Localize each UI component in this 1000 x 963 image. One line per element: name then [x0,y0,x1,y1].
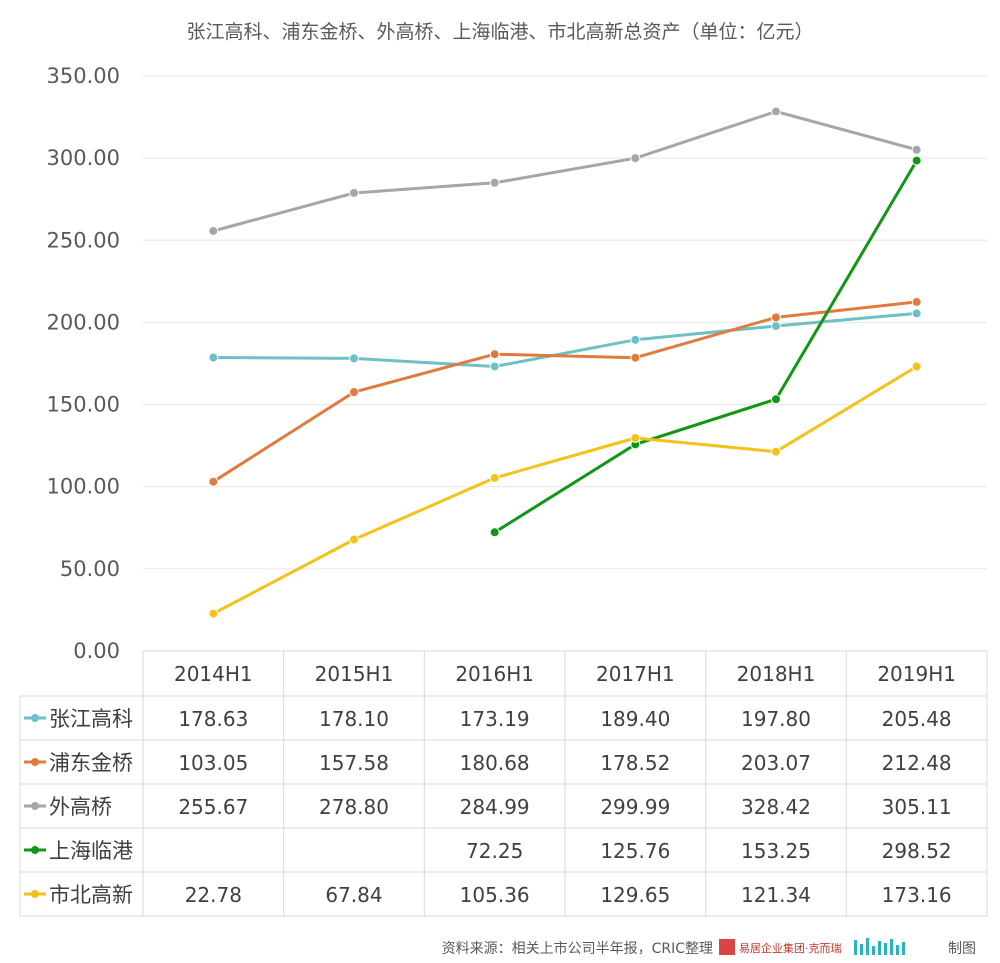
series-line [493,159,918,534]
data-label: 305.11 [882,795,952,819]
legend-series-name: 市北高新 [49,883,133,907]
data-label: 173.16 [882,883,952,907]
x-category-label: 2016H1 [455,662,534,686]
gridlines [143,75,987,570]
legend-marker-icon [31,758,39,766]
data-label: 67.84 [325,883,382,907]
legend-marker-icon [31,802,39,810]
y-axis: 0.00 50.00 100.00 150.00 200.00 250.00 300.00 3… [47,64,120,663]
data-point [630,352,641,363]
y-tick-label: 150.00 [47,393,120,417]
data-label: 103.05 [178,751,248,775]
data-point [911,308,922,319]
data-point [911,296,922,307]
y-tick-label: 350.00 [47,64,120,88]
data-label: 197.80 [741,707,811,731]
data-point [349,353,359,364]
data-point [630,153,641,164]
y-tick-label: 0.00 [73,639,120,663]
chart-title: 张江高科、浦东金桥、外高桥、上海临港、市北高新总资产（单位：亿元） [186,21,813,43]
data-label: 178.10 [319,707,389,731]
data-point [489,361,500,372]
data-point [911,155,922,166]
data-label: 278.80 [319,795,389,819]
data-label: 189.40 [600,707,670,731]
data-point [771,446,781,457]
data-label: 121.34 [741,883,811,907]
brand-name: 易居企业集团·克而瑞 [739,941,842,955]
plot-area [208,106,922,619]
y-tick-label: 50.00 [60,557,120,581]
data-label: 178.52 [600,751,670,775]
data-point [911,361,922,372]
data-point [771,321,781,332]
legend-series-name: 上海临港 [49,839,133,863]
data-label: 173.19 [460,707,530,731]
footer: 资料来源：相关上市公司半年报，CRIC整理 易居企业集团·克而瑞 制图 [442,938,976,957]
data-table: 2014H1 2015H1 2016H1 2017H1 2018H1 2019H1 张江高科… [19,650,988,917]
data-point [771,312,781,323]
brand-logo-icon [719,939,735,955]
credit-suffix: 制图 [948,941,976,957]
x-category-label: 2018H1 [737,662,816,686]
data-point [208,352,219,363]
data-point [208,225,219,236]
y-tick-label: 300.00 [47,146,120,170]
data-point [208,476,219,487]
data-point [630,334,641,345]
series-line [212,365,918,615]
data-label: 205.48 [882,707,952,731]
data-point [349,387,359,398]
x-category-label: 2014H1 [174,662,253,686]
series-line [213,311,917,368]
data-point [489,349,500,360]
data-point [489,472,500,483]
data-label: 178.63 [178,707,248,731]
legend-marker-icon [31,890,39,898]
x-category-label: 2019H1 [877,662,956,686]
legend-series-name: 张江高科 [49,707,133,731]
data-point [349,534,359,545]
data-label: 157.58 [319,751,389,775]
data-point [349,187,359,198]
data-point [630,433,641,444]
data-label: 129.65 [600,883,670,907]
data-label: 284.99 [460,795,530,819]
data-point [911,144,922,155]
legend-marker-icon [31,846,39,854]
data-label: 299.99 [600,795,670,819]
x-category-label: 2015H1 [315,662,394,686]
data-point [208,608,219,619]
data-label: 298.52 [882,839,952,863]
data-label: 72.25 [466,839,523,863]
data-label: 153.25 [741,839,811,863]
y-tick-label: 250.00 [47,228,120,252]
data-label: 203.07 [741,751,811,775]
data-label: 125.76 [600,839,670,863]
y-tick-label: 200.00 [47,310,120,334]
y-tick-label: 100.00 [47,475,120,499]
legend-series-name: 浦东金桥 [49,751,133,775]
data-point [771,394,781,405]
data-point [771,106,781,117]
legend-marker-icon [31,714,39,722]
data-label: 328.42 [741,795,811,819]
data-point [489,527,500,538]
data-point [489,177,500,188]
data-label: 22.78 [185,883,242,907]
legend-series-name: 外高桥 [49,795,112,819]
source-note: 资料来源：相关上市公司半年报，CRIC整理 [442,940,713,957]
data-label: 255.67 [178,795,248,819]
x-category-label: 2017H1 [596,662,675,686]
data-label: 180.68 [460,751,530,775]
data-label: 212.48 [882,751,952,775]
series-line [212,110,918,233]
data-label: 105.36 [460,883,530,907]
sub-brand-logo-icon [854,938,905,955]
series-line [212,300,917,483]
